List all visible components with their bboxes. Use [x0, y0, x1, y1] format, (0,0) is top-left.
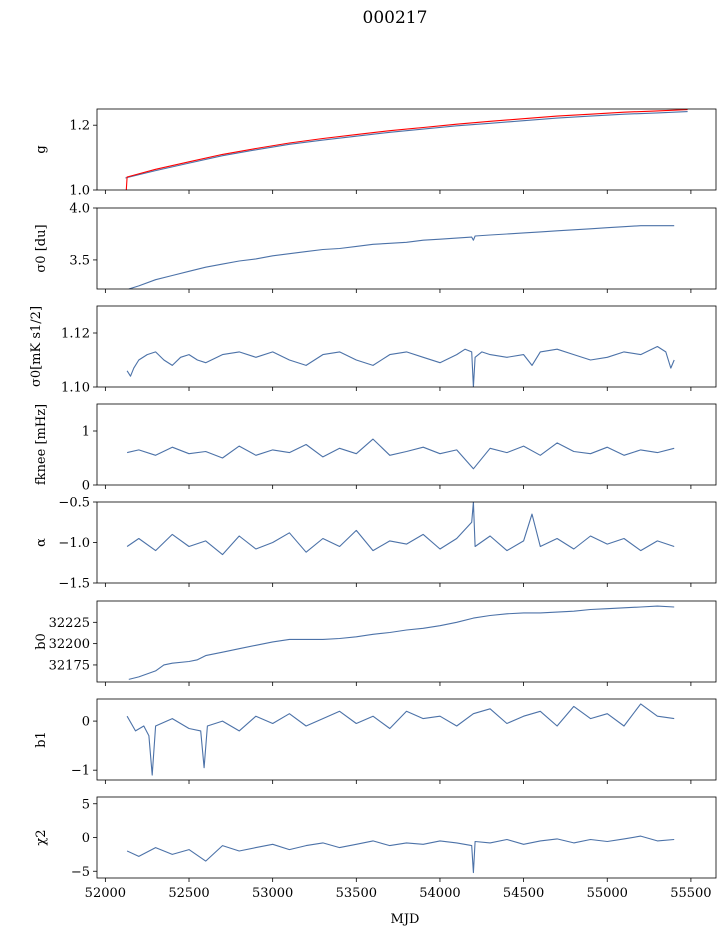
x-tick-label-0: 52000	[85, 886, 126, 901]
plot-frame-6	[96, 698, 717, 781]
y-tick-label-7-0: −5	[71, 865, 90, 880]
y-tick-label-3-1: 1	[82, 425, 90, 440]
plot-frame-5	[96, 600, 717, 683]
y-axis-label-1: σ0 [du]	[34, 224, 49, 272]
series-line-5-0	[128, 605, 675, 680]
panel-2: 1.10 1.12 σ0[mK s1/2]	[29, 305, 717, 396]
series-line-0-0	[125, 111, 688, 179]
x-tick-label-2: 53000	[252, 886, 293, 901]
y-tick-label-1-1: 4.0	[69, 202, 90, 217]
y-tick-label-7-1: 0	[82, 831, 90, 846]
panel-0: 1.0 1.2 g	[34, 108, 717, 199]
y-tick-label-2-1: 1.12	[61, 327, 90, 342]
y-tick-label-3-0: 0	[82, 479, 90, 494]
y-axis-label-2: σ0[mK s1/2]	[29, 306, 44, 387]
panel-3: 0 1 fknee [mHz]	[34, 403, 717, 494]
series-line-7-0	[126, 835, 675, 874]
y-axis-label-4: α	[34, 538, 49, 547]
series-line-6-0	[126, 703, 675, 776]
y-tick-label-1-0: 3.5	[69, 253, 90, 268]
x-tick-label-7: 55500	[670, 886, 711, 901]
plot-frame-7	[96, 796, 717, 879]
series-line-3-0	[126, 438, 675, 470]
y-tick-label-0-1: 1.2	[69, 119, 90, 134]
panel-6: −1 0 b1	[34, 698, 717, 784]
panels: 1.0 1.2 g 3.5 4.0 σ0 [du] 1.10 1.12 σ0[mK s1/2] 0…	[29, 108, 717, 901]
y-axis-label-0: g	[34, 145, 49, 153]
panel-7: −5 0 5 52000 52500 53000 53500 54000 54500 55000 5…	[34, 796, 717, 901]
y-tick-label-4-1: −1.0	[58, 536, 90, 551]
y-tick-label-4-0: −1.5	[58, 577, 90, 592]
plot-frame-3	[96, 403, 717, 486]
x-tick-label-1: 52500	[168, 886, 209, 901]
x-tick-label-6: 55000	[587, 886, 628, 901]
plot-frame-2	[96, 305, 717, 388]
panel-1: 3.5 4.0 σ0 [du]	[34, 202, 717, 293]
y-tick-label-5-2: 32225	[49, 616, 90, 631]
y-axis-label-5: b0	[34, 633, 49, 650]
series-line-1-0	[128, 225, 675, 289]
y-tick-label-6-0: −1	[71, 764, 90, 779]
plot-frame-4	[96, 501, 717, 584]
y-axis-label-7: χ2	[34, 829, 49, 845]
y-axis-label-3: fknee [mHz]	[34, 404, 49, 485]
y-tick-label-6-1: 0	[82, 715, 90, 730]
y-tick-label-0-0: 1.0	[69, 184, 90, 199]
y-tick-label-5-0: 32175	[49, 658, 90, 673]
plot-frame-0	[96, 108, 717, 191]
y-tick-label-7-2: 5	[82, 797, 90, 812]
series-line-4-0	[126, 502, 675, 556]
plot-frame-1	[96, 207, 717, 290]
y-tick-label-4-2: −0.5	[58, 496, 90, 511]
series-line-2-0	[126, 345, 675, 387]
x-tick-label-4: 54000	[419, 886, 460, 901]
x-tick-label-5: 54500	[503, 886, 544, 901]
y-tick-label-2-0: 1.10	[61, 381, 90, 396]
y-axis-label-6: b1	[34, 731, 49, 748]
x-axis-label: MJD	[391, 912, 420, 927]
figure-title: 000217	[363, 8, 428, 28]
x-tick-label-3: 53500	[336, 886, 377, 901]
y-tick-label-5-1: 32200	[49, 637, 90, 652]
series-line-0-1	[125, 109, 688, 190]
panel-4: −1.5 −1.0 −0.5 α	[34, 496, 717, 592]
